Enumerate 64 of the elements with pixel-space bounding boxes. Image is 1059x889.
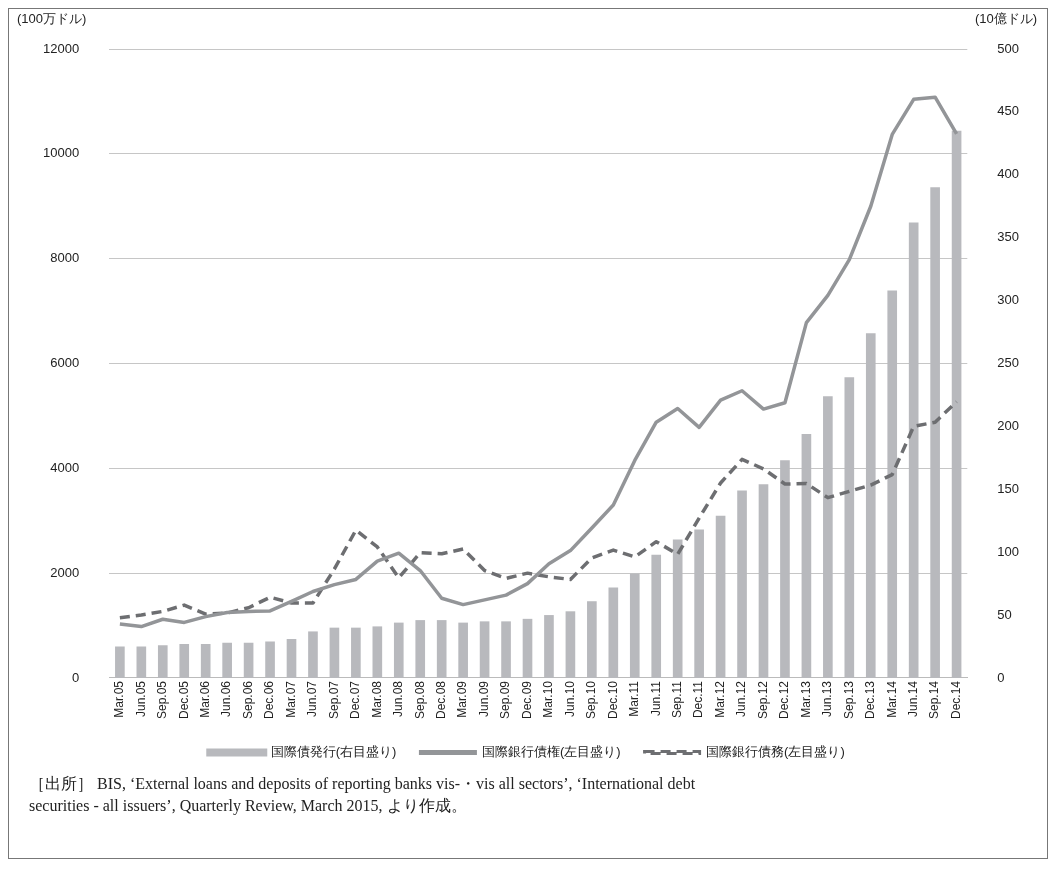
y2-tick-label: 50: [997, 606, 1012, 622]
y-tick-label: 6000: [50, 355, 80, 371]
x-tick-label: Mar.12: [712, 680, 727, 718]
y2-tick-label: 400: [997, 166, 1020, 182]
x-tick-label: Dec.14: [948, 680, 963, 719]
y2-tick-label: 0: [997, 669, 1005, 685]
x-tick-label: Sep.08: [412, 680, 427, 720]
y-axis-title: (100万ドル): [17, 10, 87, 26]
x-tick-label: Mar.11: [627, 680, 642, 717]
y2-tick-label: 200: [997, 417, 1020, 433]
x-tick-label: Jun.08: [391, 680, 406, 717]
y2-tick-label: 500: [997, 40, 1020, 56]
x-tick-label: Mar.13: [798, 680, 813, 718]
x-tick-label: Sep.06: [240, 680, 255, 720]
x-tick-label: Sep.07: [326, 680, 341, 720]
y2-tick-label: 450: [997, 103, 1020, 119]
x-tick-label: Mar.06: [198, 680, 213, 718]
y-tick-label: 10000: [42, 145, 80, 161]
y2-axis-title: (10億ドル): [974, 10, 1037, 26]
x-tick-label: Sep.13: [841, 680, 856, 720]
x-tick-label: Jun.14: [905, 680, 920, 717]
x-tick-label: Jun.11: [648, 680, 663, 717]
x-tick-label: Sep.05: [155, 680, 170, 720]
y-tick-label: 8000: [50, 250, 80, 266]
legend-label: 国際債発行(右目盛り): [270, 744, 397, 760]
x-tick-label: Jun.07: [305, 680, 320, 717]
x-tick-label: Sep.11: [669, 680, 684, 719]
y-tick-label: 4000: [50, 459, 80, 475]
y-tick-label: 0: [71, 669, 80, 685]
legend-label: 国際銀行債権(左目盛り): [481, 744, 621, 760]
x-tick-label: Mar.10: [541, 680, 556, 718]
x-tick-label: Dec.08: [434, 680, 448, 719]
y2-tick-label: 350: [997, 229, 1020, 245]
x-tick-label: Jun.06: [219, 680, 234, 717]
x-tick-label: Dec.05: [176, 680, 191, 719]
x-tick-label: Mar.09: [455, 680, 470, 718]
x-tick-label: Mar.08: [369, 680, 384, 718]
x-tick-label: Sep.14: [927, 680, 942, 720]
y2-tick-label: 300: [997, 292, 1020, 308]
x-tick-label: Dec.10: [605, 680, 620, 719]
x-tick-label: Jun.13: [820, 680, 835, 717]
x-tick-label: Dec.07: [348, 680, 363, 719]
text: ［出所］ BIS, ‘External loans and deposits of reporting banks vis-・vis all sectors’, ‘International debt securities - all issuers’, Quarterly Review, March 2015, より作成。: [28, 774, 697, 817]
x-tick-label: Dec.13: [863, 680, 878, 719]
y-tick-label: 12000: [42, 40, 80, 56]
x-tick-label: Sep.10: [584, 680, 599, 720]
y2-tick-label: 100: [997, 543, 1020, 559]
x-tick-label: Sep.09: [498, 680, 513, 720]
x-tick-label: Jun.10: [562, 680, 577, 717]
y-tick-label: 2000: [50, 564, 80, 580]
y2-tick-label: 250: [997, 355, 1020, 371]
x-tick-label: Sep.12: [755, 680, 770, 720]
x-tick-label: Jun.12: [734, 680, 749, 717]
x-tick-label: Dec.06: [262, 680, 277, 719]
x-tick-label: Dec.11: [691, 680, 706, 719]
x-tick-label: Mar.05: [112, 680, 127, 718]
x-tick-label: Jun.09: [476, 680, 491, 717]
x-tick-label: Dec.12: [777, 680, 792, 719]
x-tick-label: Mar.14: [884, 680, 899, 718]
legend-label: 国際銀行債務(左目盛り): [706, 744, 845, 760]
x-tick-label: Mar.07: [283, 680, 298, 718]
y2-tick-label: 150: [997, 480, 1020, 496]
x-tick-label: Dec.09: [519, 680, 534, 719]
x-tick-label: Jun.05: [133, 680, 148, 717]
